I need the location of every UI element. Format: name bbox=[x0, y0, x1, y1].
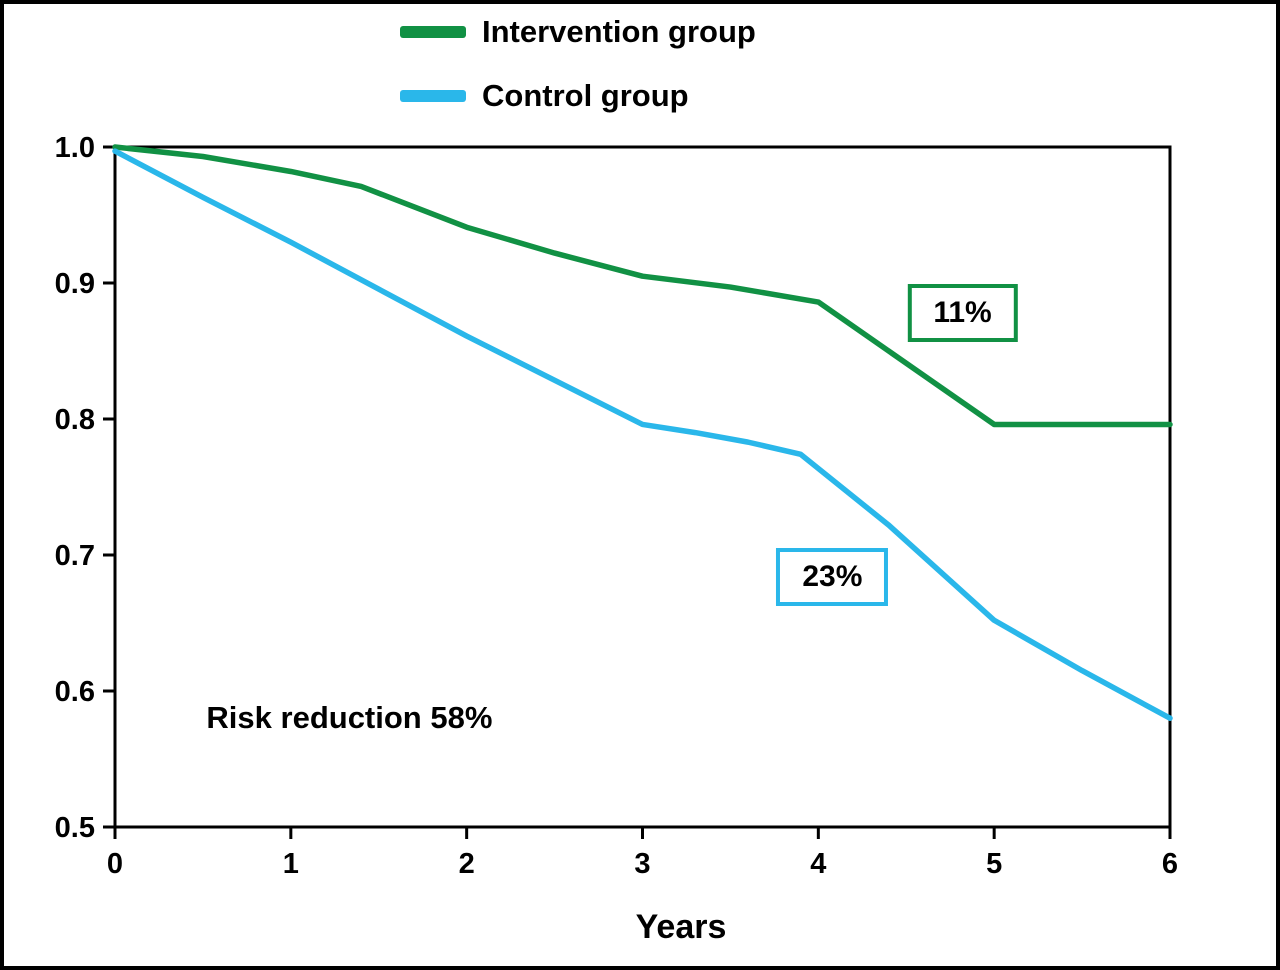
y-tick-label: 0.7 bbox=[55, 540, 95, 572]
x-tick-label: 2 bbox=[459, 848, 475, 880]
y-tick-label: 0.8 bbox=[55, 404, 95, 436]
control-line-swatch-icon bbox=[400, 90, 466, 102]
risk-reduction-note: Risk reduction 58% bbox=[206, 700, 493, 736]
legend-label-intervention: Intervention group bbox=[482, 14, 756, 49]
legend-item-control: Control group bbox=[400, 76, 756, 116]
plot-area: 0 1 2 3 4 5 6 0.5 0.6 0.7 0.8 0.9 1.0 bbox=[55, 132, 1178, 880]
x-tick-label: 4 bbox=[810, 848, 826, 880]
y-tick-label: 1.0 bbox=[55, 132, 95, 164]
legend: Intervention group Control group bbox=[400, 12, 756, 140]
x-tick-label: 1 bbox=[283, 848, 299, 880]
intervention-line-swatch-icon bbox=[400, 26, 466, 38]
y-tick-label: 0.6 bbox=[55, 676, 95, 708]
intervention-group-line bbox=[112, 144, 1173, 428]
x-tick-label: 5 bbox=[986, 848, 1002, 880]
legend-item-intervention: Intervention group bbox=[400, 12, 756, 52]
intervention-annotation: 11% bbox=[907, 283, 1018, 342]
control-group-line bbox=[112, 148, 1173, 721]
x-tick-label: 0 bbox=[107, 848, 123, 880]
y-tick-label: 0.5 bbox=[55, 812, 95, 844]
y-tick-label: 0.9 bbox=[55, 268, 95, 300]
x-axis-title: Years bbox=[635, 908, 727, 946]
x-tick-label: 6 bbox=[1162, 848, 1178, 880]
x-tick-label: 3 bbox=[634, 848, 650, 880]
legend-label-control: Control group bbox=[482, 78, 689, 113]
control-annotation: 23% bbox=[776, 547, 889, 606]
